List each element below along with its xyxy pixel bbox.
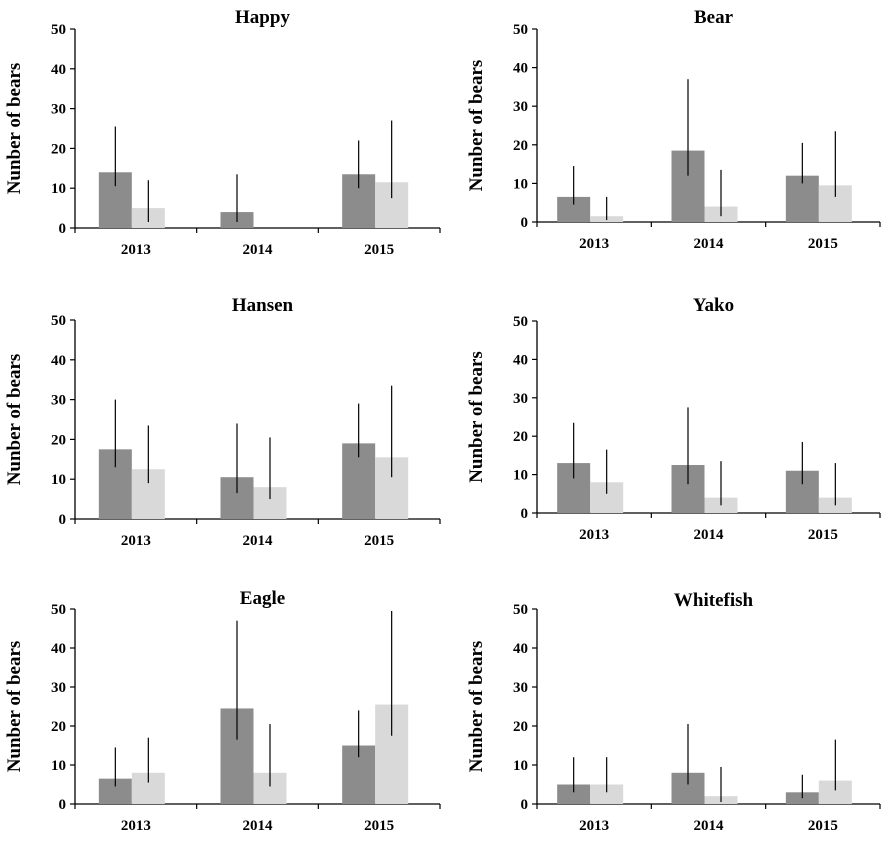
y-tick-label: 30 (51, 393, 66, 409)
x-tick-label: 2014 (694, 527, 725, 543)
y-tick-label: 50 (51, 602, 66, 618)
x-tick-label: 2015 (808, 527, 838, 543)
chart-title: Hansen (232, 295, 294, 316)
x-tick-label: 2015 (808, 236, 838, 252)
y-tick-label: 40 (51, 353, 66, 369)
bar (557, 784, 591, 804)
x-tick-label: 2015 (364, 533, 394, 549)
y-tick-label: 20 (513, 719, 528, 735)
y-tick-label: 10 (51, 472, 66, 488)
x-tick-label: 2013 (121, 818, 151, 834)
chart-panel-yako: Yako Nunber of bears 0 10 20 30 40 50 2013 2014 20… (466, 295, 881, 543)
y-tick-label: 40 (513, 61, 528, 77)
chart-panel-hansen: Hansen Nunber of bears 0 10 20 30 40 50 2013 2014… (4, 295, 441, 549)
y-tick-label: 0 (521, 506, 529, 522)
y-tick-label: 10 (51, 758, 66, 774)
y-tick-label: 50 (513, 22, 528, 38)
y-tick-label: 20 (51, 719, 66, 735)
y-tick-label: 50 (51, 313, 66, 329)
y-tick-label: 10 (513, 176, 528, 192)
x-tick-label: 2013 (579, 527, 609, 543)
y-tick-label: 30 (513, 680, 528, 696)
y-tick-label: 20 (513, 138, 528, 154)
chart-title: Eagle (240, 588, 285, 609)
x-tick-label: 2015 (808, 818, 838, 834)
y-tick-label: 0 (59, 797, 67, 813)
y-axis-title: Nunber of bears (4, 63, 25, 195)
y-tick-label: 40 (513, 352, 528, 368)
bar (818, 780, 852, 804)
chart-title: Yako (693, 295, 734, 316)
y-axis-title: Nunber of bears (4, 641, 25, 773)
x-tick-label: 2013 (121, 533, 151, 549)
y-axis-title: Nunber of bears (466, 60, 487, 192)
x-tick-label: 2014 (243, 242, 274, 258)
y-tick-label: 0 (59, 512, 67, 528)
bar (590, 784, 624, 804)
y-tick-label: 50 (513, 314, 528, 330)
y-tick-label: 10 (51, 181, 66, 197)
y-tick-label: 20 (51, 432, 66, 448)
y-tick-label: 30 (51, 680, 66, 696)
y-tick-label: 30 (513, 391, 528, 407)
y-axis-title: Nunber of bears (4, 354, 25, 486)
chart-panel-happy: Happy Nunber of bears 0 10 20 30 40 50 2013 2014 2… (4, 7, 441, 258)
y-tick-label: 20 (51, 141, 66, 157)
y-tick-label: 30 (513, 99, 528, 115)
chart-title: Bear (694, 7, 734, 28)
y-tick-label: 0 (521, 215, 529, 231)
x-tick-label: 2015 (364, 818, 394, 834)
x-tick-label: 2014 (694, 818, 725, 834)
y-tick-label: 40 (51, 641, 66, 657)
chart-panel-whitefish: Whitefish Nunber of bears 0 10 20 30 40 50 2013 2… (466, 590, 881, 834)
x-tick-label: 2013 (121, 242, 151, 258)
y-tick-label: 10 (513, 468, 528, 484)
x-tick-label: 2014 (243, 533, 274, 549)
y-tick-label: 50 (51, 22, 66, 38)
y-axis-title: Nunber of bears (466, 641, 487, 773)
chart-title: Happy (235, 7, 290, 28)
y-tick-label: 40 (513, 641, 528, 657)
y-tick-label: 30 (51, 102, 66, 118)
y-tick-label: 0 (59, 221, 67, 237)
chart-title: Whitefish (674, 590, 754, 611)
x-tick-label: 2013 (579, 236, 609, 252)
x-tick-label: 2014 (243, 818, 274, 834)
y-axis-title: Nunber of bears (466, 351, 487, 483)
y-tick-label: 0 (521, 797, 529, 813)
y-tick-label: 40 (51, 62, 66, 78)
chart-panel-bear: Bear Nunber of bears 0 10 20 30 40 50 2013 2014 20… (466, 7, 881, 252)
y-tick-label: 10 (513, 758, 528, 774)
y-tick-label: 20 (513, 429, 528, 445)
chart-panel-eagle: Eagle Nunber of bears 0 10 20 30 40 50 2013 2014 2… (4, 588, 441, 834)
y-tick-label: 50 (513, 602, 528, 618)
x-tick-label: 2015 (364, 242, 394, 258)
x-tick-label: 2014 (694, 236, 725, 252)
x-tick-label: 2013 (579, 818, 609, 834)
